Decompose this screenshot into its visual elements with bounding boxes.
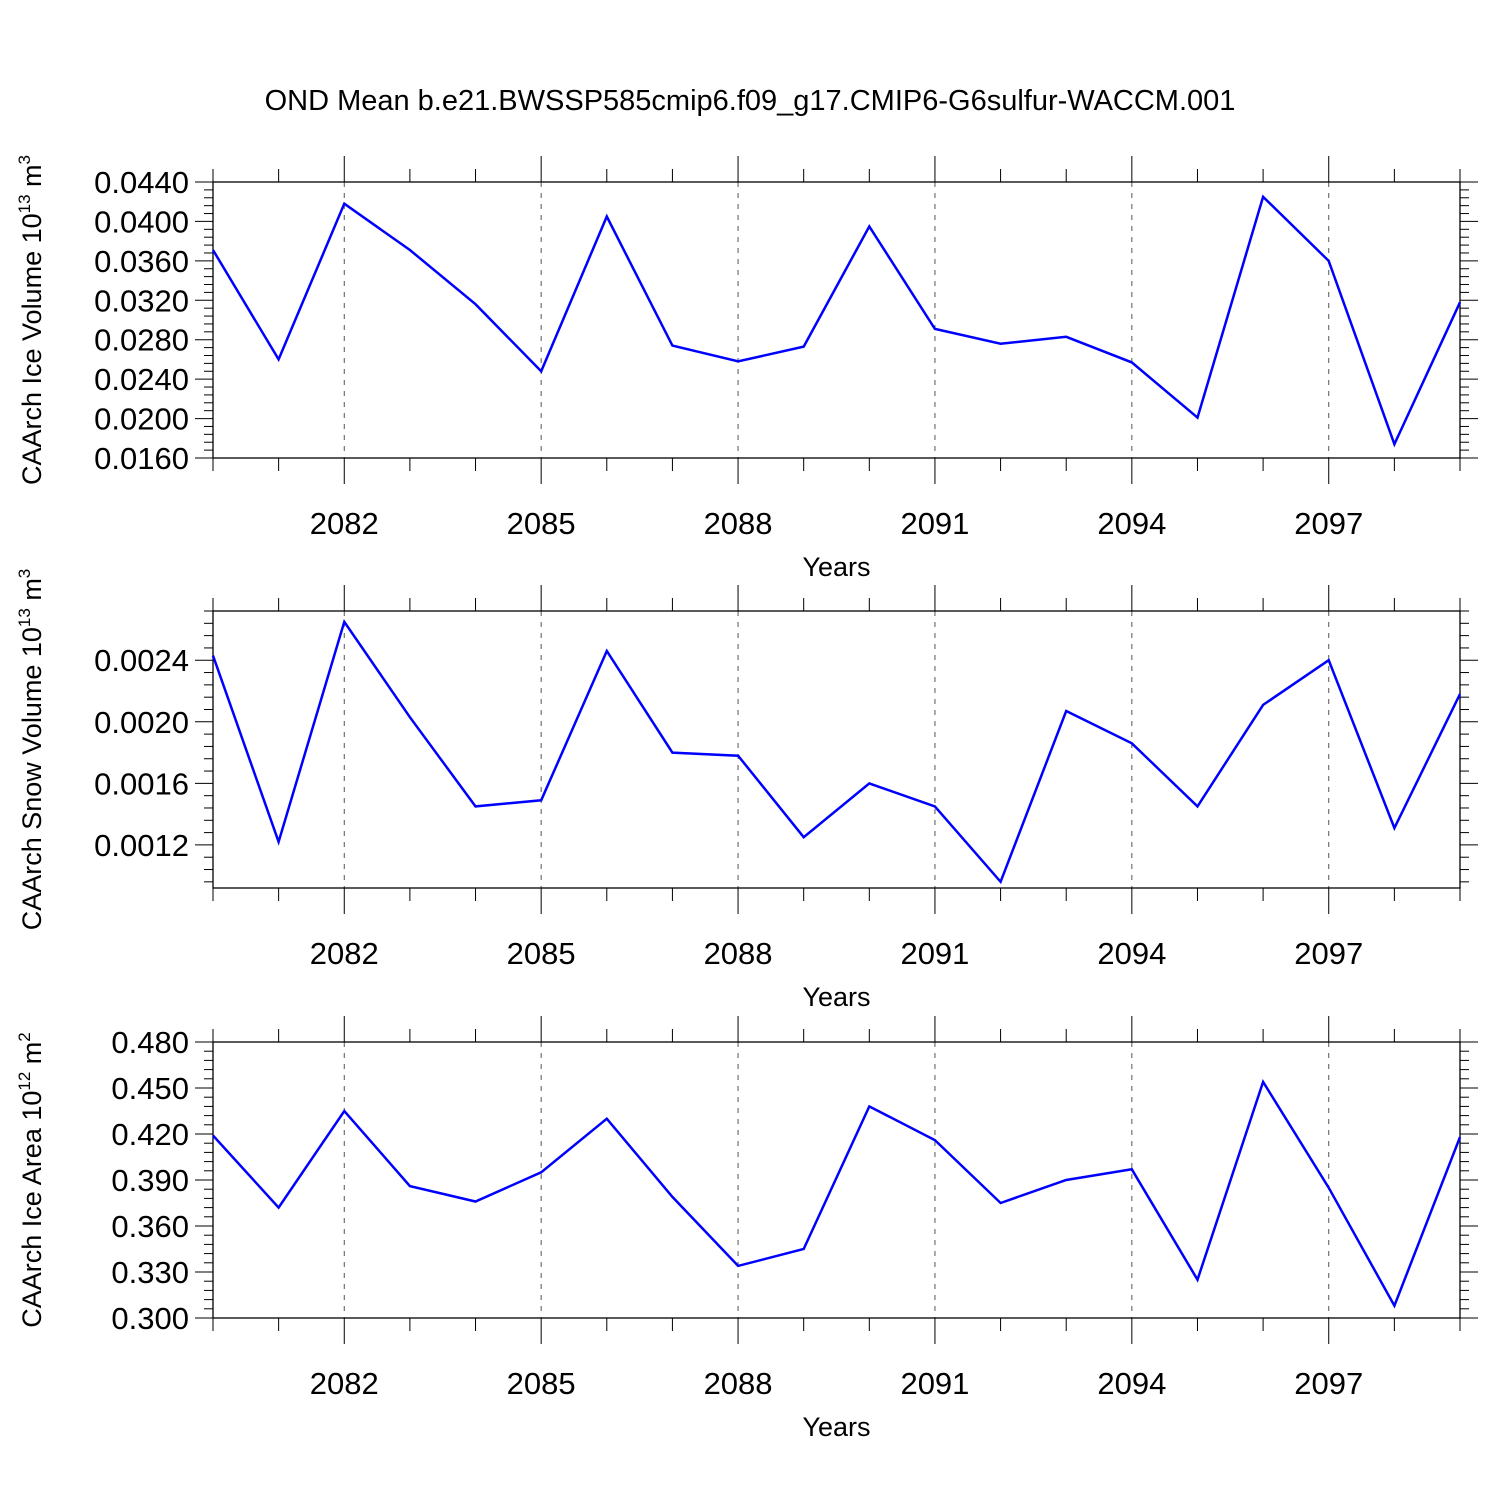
y-tick-label: 0.0240 [94,362,189,397]
y-axis-title-unit: m [17,1042,47,1072]
y-tick-label: 0.420 [111,1117,189,1152]
y-axis-title-exponent: 13 [15,608,34,627]
y-axis-title-main: CAArch Snow Volume 10 [17,627,47,930]
y-axis-title-main: CAArch Ice Volume 10 [17,213,47,485]
y-axis-title-unit: m [17,578,47,608]
y-tick-label: 0.0160 [94,441,189,476]
x-tick-label: 2082 [310,1366,379,1401]
x-tick-label: 2085 [507,1366,576,1401]
series-line [211,618,1462,885]
x-tick-label: 2082 [310,506,379,541]
y-tick-label: 0.480 [111,1025,189,1060]
x-tick-label: 2097 [1294,936,1363,971]
x-tick-label: 2091 [900,1366,969,1401]
y-tick-label: 0.0280 [94,323,189,358]
y-tick-label: 0.0012 [94,828,189,863]
chart-panel-2: 2082 2085 2088 2091 2094 2097 0.0012 0.0016 0.00… [15,569,1478,1012]
y-tick-label: 0.390 [111,1163,189,1198]
x-axis-title: Years [802,1412,870,1442]
x-tick-label: 2091 [900,506,969,541]
y-tick-label: 0.0360 [94,244,189,279]
x-tick-label: 2091 [900,936,969,971]
y-axis-title: CAArch Snow Volume 1013 m3 [15,569,47,931]
chart-panel-3: 2082 2085 2088 2091 2094 2097 0.300 0.330 0.360 0… [15,1016,1478,1442]
series-line [212,1078,1462,1309]
y-axis-title-exponent: 12 [15,1072,34,1091]
chart-panels: 2082 2085 2088 2091 2094 2097 0.0160 0.0200 0.02… [15,155,1478,1442]
y-tick-label: 0.0320 [94,283,189,318]
x-tick-label: 2094 [1097,936,1166,971]
y-tick-label: 0.0200 [94,402,189,437]
series-line [211,194,1462,448]
x-tick-label: 2082 [310,936,379,971]
plot-frame [212,181,1461,459]
x-axis-title: Years [802,552,870,582]
y-axis-title-unit-exponent: 2 [15,1032,34,1041]
x-tick-label: 2097 [1294,1366,1363,1401]
x-tick-label: 2088 [704,1366,773,1401]
figure-title: OND Mean b.e21.BWSSP585cmip6.f09_g17.CMI… [265,85,1236,117]
plot-frame [212,610,1461,889]
y-axis-title-main: CAArch Ice Area 10 [17,1091,47,1328]
y-tick-label: 0.360 [111,1209,189,1244]
y-tick-label: 0.0400 [94,204,189,239]
chart-panel-1: 2082 2085 2088 2091 2094 2097 0.0160 0.0200 0.02… [15,155,1478,582]
x-tick-label: 2094 [1097,1366,1166,1401]
x-axis-title: Years [802,982,870,1012]
x-tick-label: 2088 [704,936,773,971]
x-tick-label: 2085 [507,936,576,971]
y-tick-label: 0.450 [111,1071,189,1106]
y-tick-label: 0.0020 [94,705,189,740]
y-tick-label: 0.0440 [94,165,189,200]
y-axis-title-unit: m [17,164,47,194]
x-tick-label: 2085 [507,506,576,541]
y-tick-label: 0.0016 [94,766,189,801]
y-axis-title: CAArch Ice Area 1012 m2 [15,1032,47,1328]
y-axis-title: CAArch Ice Volume 1013 m3 [15,155,47,485]
x-tick-label: 2088 [704,506,773,541]
y-axis-title-exponent: 13 [15,194,34,213]
y-tick-label: 0.0024 [94,643,189,678]
y-axis-title-unit-exponent: 3 [15,155,34,164]
y-axis-title-unit-exponent: 3 [15,569,34,578]
x-tick-label: 2094 [1097,506,1166,541]
y-tick-label: 0.330 [111,1255,189,1290]
y-tick-label: 0.300 [111,1301,189,1336]
x-tick-label: 2097 [1294,506,1363,541]
